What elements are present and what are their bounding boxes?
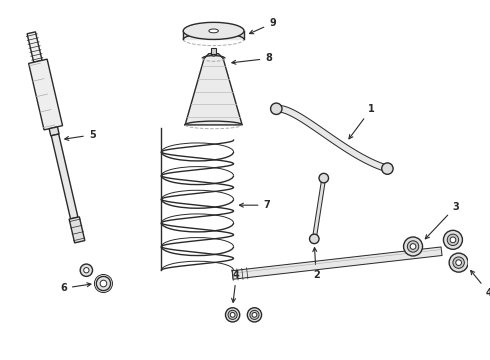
Circle shape	[443, 230, 463, 249]
Circle shape	[250, 310, 259, 319]
Circle shape	[230, 312, 235, 317]
Circle shape	[252, 312, 257, 317]
Circle shape	[410, 244, 416, 249]
Polygon shape	[276, 105, 389, 172]
Circle shape	[97, 276, 111, 291]
Circle shape	[225, 308, 240, 322]
Text: 5: 5	[65, 130, 96, 140]
Text: 1: 1	[349, 104, 375, 139]
Polygon shape	[51, 134, 78, 219]
Polygon shape	[313, 178, 326, 239]
FancyBboxPatch shape	[211, 48, 217, 54]
Circle shape	[453, 257, 465, 268]
Text: 6: 6	[60, 283, 91, 293]
Circle shape	[404, 237, 422, 256]
Circle shape	[310, 234, 319, 244]
Circle shape	[450, 237, 456, 243]
Circle shape	[449, 253, 468, 272]
Text: 3: 3	[425, 202, 459, 239]
Circle shape	[447, 234, 459, 246]
Text: 8: 8	[232, 53, 272, 64]
Polygon shape	[27, 32, 42, 62]
Circle shape	[84, 267, 89, 273]
Polygon shape	[69, 217, 85, 243]
Circle shape	[382, 163, 393, 174]
Circle shape	[100, 280, 107, 287]
Text: 4: 4	[232, 270, 240, 302]
Polygon shape	[183, 31, 244, 40]
Circle shape	[247, 308, 262, 322]
Text: 9: 9	[249, 18, 276, 34]
Text: 7: 7	[240, 200, 270, 210]
Circle shape	[270, 103, 282, 114]
Text: 2: 2	[313, 248, 319, 280]
Polygon shape	[49, 127, 59, 136]
Polygon shape	[232, 247, 442, 279]
Circle shape	[456, 260, 462, 265]
Ellipse shape	[183, 22, 244, 40]
Ellipse shape	[209, 29, 219, 33]
Polygon shape	[28, 59, 63, 130]
Text: 4: 4	[471, 270, 490, 298]
Circle shape	[211, 51, 216, 56]
Polygon shape	[185, 54, 242, 125]
Circle shape	[228, 310, 237, 319]
Circle shape	[80, 264, 93, 276]
Circle shape	[407, 241, 419, 252]
Circle shape	[319, 174, 328, 183]
